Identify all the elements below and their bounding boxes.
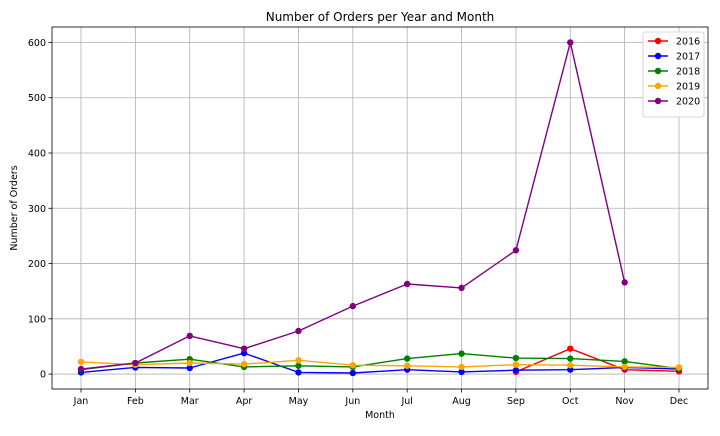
series-group	[77, 39, 683, 377]
legend-label: 2016	[676, 37, 700, 48]
data-point-2018-oct	[567, 355, 574, 362]
axes: Jan Feb Mar Apr May Jun Jul Aug Sep Oct Nov Dec 0 100…	[28, 38, 688, 407]
data-point-2019-sep	[512, 361, 520, 368]
x-axis-label: Month	[365, 410, 395, 421]
x-tick-label: Jul	[400, 396, 412, 407]
data-point-2020-jun	[349, 302, 357, 310]
data-point-2020-oct	[567, 39, 574, 46]
data-point-2016-oct	[567, 345, 574, 352]
y-tick-label: 0	[40, 370, 46, 381]
data-point-2020-may	[295, 327, 302, 335]
legend-swatch-marker	[654, 82, 662, 90]
data-point-2019-jun	[349, 362, 357, 369]
legend-item-2017: 2017	[648, 52, 700, 63]
legend-item-2016: 2016	[648, 37, 700, 48]
data-point-2018-sep	[512, 354, 520, 362]
legend-swatch-marker	[654, 67, 662, 75]
legend-item-2019: 2019	[648, 82, 700, 93]
series-2018	[77, 350, 683, 373]
data-point-2017-aug	[458, 368, 465, 376]
legend-swatch-marker	[654, 52, 662, 60]
grid	[52, 27, 708, 389]
legend-item-2018: 2018	[648, 67, 700, 78]
data-point-2020-feb	[132, 359, 139, 367]
data-point-2017-jun	[349, 369, 357, 377]
data-point-2020-sep	[512, 247, 520, 254]
data-point-2019-dec	[675, 364, 683, 371]
legend-label: 2017	[676, 52, 700, 63]
data-point-2017-sep	[512, 367, 520, 374]
x-tick-label: Sep	[507, 396, 525, 407]
legend-label: 2020	[676, 97, 700, 108]
chart-title: Number of Orders per Year and Month	[266, 10, 495, 24]
y-axis-label: Number of Orders	[9, 165, 20, 250]
x-tick-label: Oct	[562, 396, 579, 407]
x-tick-label: May	[289, 396, 309, 407]
legend-swatch-marker	[654, 37, 662, 45]
data-point-2018-aug	[458, 350, 465, 357]
series-line-2016	[515, 348, 680, 373]
x-tick-label: Jan	[73, 396, 89, 407]
y-tick-label: 400	[28, 149, 46, 160]
y-tick-label: 200	[28, 259, 46, 270]
y-tick-label: 500	[28, 93, 46, 104]
data-point-2018-may	[295, 362, 302, 369]
x-tick-label: Mar	[181, 396, 199, 407]
series-line-2019	[80, 359, 680, 369]
data-point-2019-jan	[77, 358, 85, 366]
y-tick-label: 100	[28, 314, 46, 325]
y-tick-label: 300	[28, 204, 46, 215]
x-tick-label: Jun	[344, 396, 360, 407]
x-tick-label: Feb	[127, 396, 144, 407]
legend-label: 2018	[676, 67, 700, 78]
data-point-2020-mar	[186, 332, 193, 340]
data-point-2019-apr	[240, 360, 248, 368]
x-tick-label: Apr	[236, 396, 253, 407]
data-point-2017-apr	[240, 349, 248, 357]
data-point-2020-nov	[621, 279, 628, 286]
data-point-2020-apr	[240, 345, 248, 352]
y-tick-label: 600	[28, 38, 46, 49]
data-point-2019-oct	[567, 362, 574, 369]
data-point-2019-may	[295, 357, 302, 364]
data-point-2017-oct	[567, 366, 574, 373]
series-line-2018	[80, 352, 680, 371]
legend: 2016 2017 2018 2019 2020	[642, 31, 705, 118]
legend-item-2020: 2020	[648, 97, 700, 108]
data-point-2017-mar	[186, 364, 193, 372]
data-point-2018-jul	[403, 355, 411, 362]
legend-swatch-marker	[654, 97, 662, 105]
series-line-2017	[80, 352, 680, 374]
x-tick-label: Nov	[615, 396, 634, 407]
data-point-2018-nov	[621, 358, 628, 365]
data-point-2019-nov	[621, 363, 628, 371]
data-point-2017-may	[295, 369, 302, 376]
legend-label: 2019	[676, 82, 700, 93]
data-point-2020-jan	[77, 365, 85, 373]
data-point-2019-jul	[403, 362, 411, 369]
plot-frame	[51, 26, 709, 390]
data-point-2019-mar	[186, 359, 193, 367]
series-2020	[77, 39, 628, 373]
data-point-2019-aug	[458, 363, 465, 371]
data-point-2020-jul	[403, 280, 411, 288]
x-tick-label: Aug	[452, 396, 471, 407]
data-point-2020-aug	[458, 284, 465, 292]
x-tick-label: Dec	[670, 396, 688, 407]
